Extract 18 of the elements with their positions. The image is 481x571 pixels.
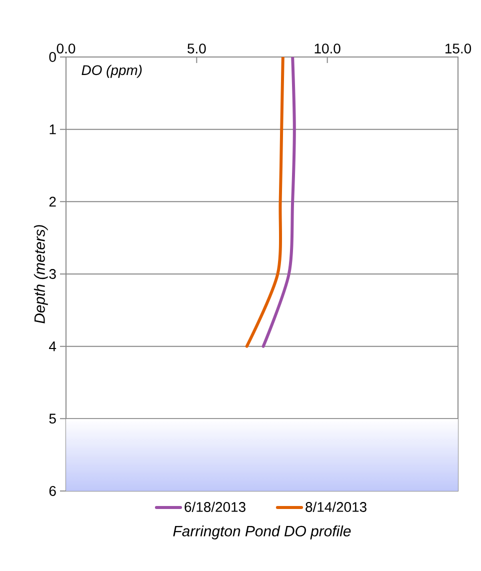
x-tick-label: 5.0 bbox=[188, 44, 206, 54]
y-tick-label: 1 bbox=[50, 124, 56, 134]
y-tick-label: 4 bbox=[49, 342, 56, 352]
line-series bbox=[262, 57, 296, 348]
text: Farrington Pond DO profile bbox=[173, 525, 351, 540]
line-series bbox=[245, 57, 284, 348]
legend-label: 6/18/2013 bbox=[184, 502, 246, 512]
annotation: DO (ppm) bbox=[82, 64, 142, 78]
legend-label: 8/14/2013 bbox=[306, 502, 366, 512]
y-tick-label: 5 bbox=[49, 414, 56, 424]
y-axis-title: Depth (meters) bbox=[34, 225, 48, 324]
y-tick-label: 2 bbox=[49, 196, 56, 207]
x-tick-label: 15.0 bbox=[445, 44, 472, 54]
y-tick-label: 6 bbox=[49, 486, 56, 496]
y-tick-label: 3 bbox=[49, 269, 56, 279]
x-tick-label: 10.0 bbox=[314, 44, 340, 54]
x-tick-label: 0.0 bbox=[56, 44, 76, 54]
y-tick-label: 0 bbox=[49, 52, 56, 62]
